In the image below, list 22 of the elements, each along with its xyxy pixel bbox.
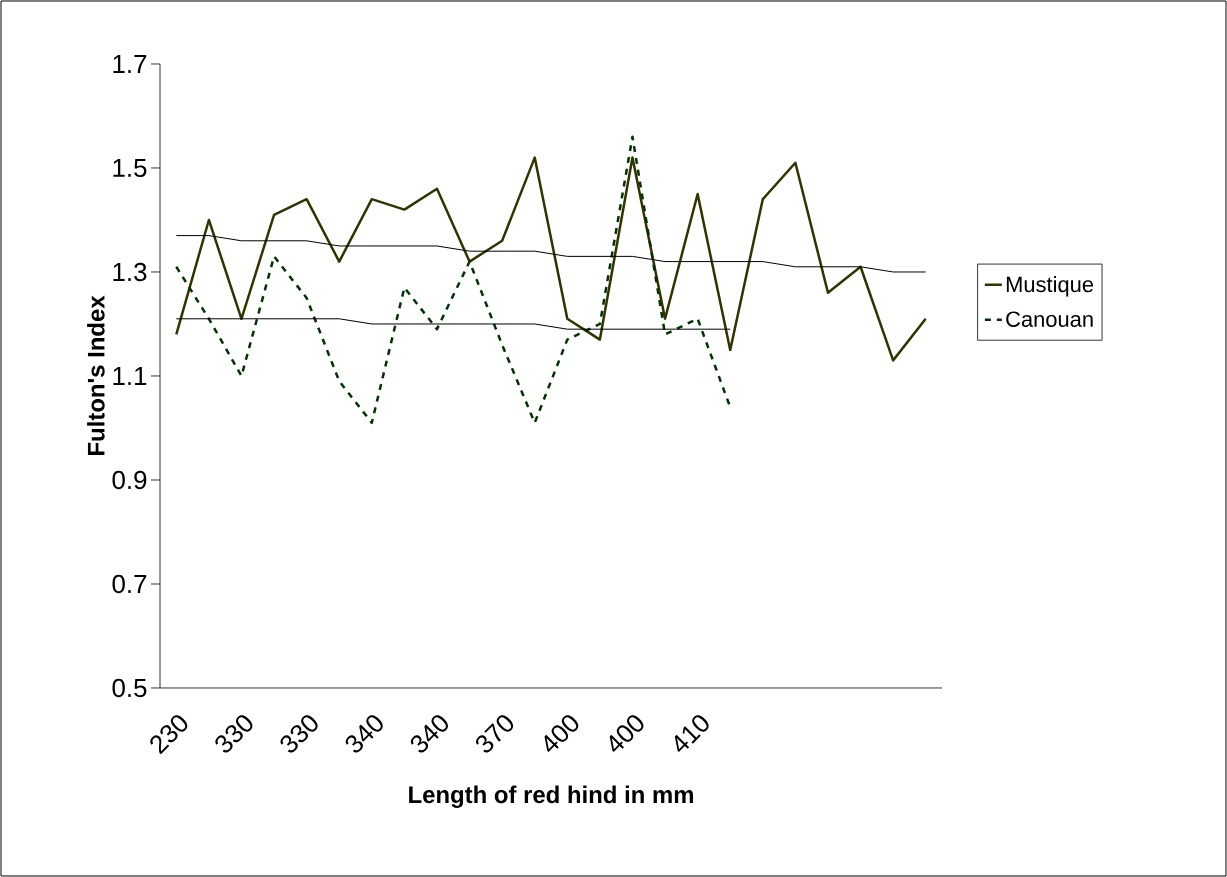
x-tick-label: 370 xyxy=(476,715,514,753)
y-tick-label: 1.1 xyxy=(113,367,147,385)
y-axis-title: Fulton's Index xyxy=(87,295,105,455)
x-tick-label: 400 xyxy=(544,715,579,752)
legend-label: Mustique xyxy=(1006,276,1094,297)
y-tick-label: 0.7 xyxy=(112,574,147,594)
line-series xyxy=(175,156,927,362)
x-tick-label: 400 xyxy=(609,715,644,752)
x-tick-label: 330 xyxy=(280,715,318,753)
x-tick-label: 340 xyxy=(345,715,383,753)
x-tick-label: 340 xyxy=(410,715,448,753)
x-axis-title: Length of red hind in mm xyxy=(409,785,694,808)
x-tick-label: 230 xyxy=(150,715,188,755)
y-tick-label: 0.5 xyxy=(112,678,147,698)
legend-label: Canouan xyxy=(1006,311,1093,327)
x-tick-label: 330 xyxy=(215,715,253,753)
line-series xyxy=(175,135,732,425)
y-tick-label: 1.5 xyxy=(113,158,147,178)
y-tick-label: 1.3 xyxy=(113,262,147,282)
y-tick-label: 1.7 xyxy=(113,55,147,73)
x-tick-label: 410 xyxy=(674,715,709,752)
y-tick-label: 0.9 xyxy=(112,470,147,490)
